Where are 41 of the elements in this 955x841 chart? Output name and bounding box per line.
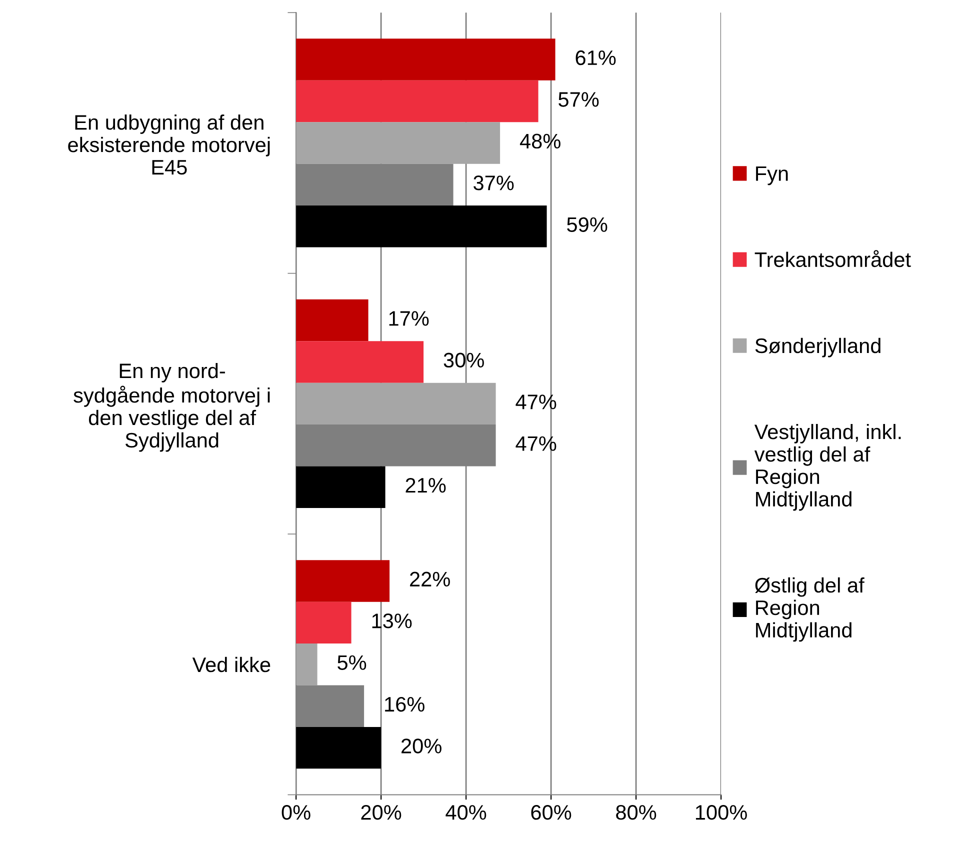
- legend-label: Vestjylland, inkl. vestlig del af Region Midtjylland: [754, 424, 901, 511]
- bar: [296, 299, 368, 342]
- data-label: 61%: [576, 50, 616, 66]
- legend-label: Østlig del af Region Midtjylland: [755, 577, 864, 642]
- data-label: 22%: [410, 572, 450, 586]
- bar: [296, 122, 500, 164]
- bar: [296, 466, 386, 508]
- data-label: 13%: [372, 614, 412, 628]
- data-label: 48%: [520, 134, 560, 149]
- data-label: 37%: [474, 176, 514, 190]
- legend-label: Trekantsområdet: [754, 250, 911, 268]
- bar: [296, 726, 382, 769]
- y-tick-label: En udbygning af den eksisterende motorvej E45: [68, 114, 270, 175]
- y-tick-label: Ved ikke: [192, 656, 270, 672]
- x-tick-label: 100%: [696, 805, 747, 820]
- bar: [296, 206, 547, 248]
- x-tick-label: 20%: [361, 805, 402, 820]
- bar: [296, 644, 318, 686]
- legend-label: Fyn: [756, 166, 788, 186]
- data-label: 30%: [444, 352, 484, 368]
- bar: [296, 80, 538, 122]
- data-label: 20%: [402, 738, 442, 754]
- data-label: 17%: [389, 311, 429, 326]
- bar: [296, 341, 424, 383]
- data-label: 21%: [406, 478, 446, 493]
- bar: [296, 382, 496, 425]
- x-tick-label: 40%: [446, 805, 486, 820]
- bar: [296, 602, 352, 644]
- bar: [296, 560, 390, 602]
- y-tick-label: En ny nord- sydgående motorvej i den vestlige del af Sydjylland: [74, 362, 270, 452]
- data-label: 16%: [385, 696, 424, 712]
- data-label: 47%: [516, 394, 556, 410]
- x-tick-label: 80%: [616, 805, 656, 820]
- x-tick-label: 0%: [282, 805, 310, 820]
- bar: [296, 38, 556, 80]
- legend-label: Sønderjylland: [755, 338, 880, 358]
- data-label: 5%: [338, 655, 366, 670]
- data-label: 59%: [567, 217, 608, 232]
- data-label: 47%: [516, 436, 556, 451]
- x-tick-label: 60%: [531, 805, 572, 820]
- data-label: 57%: [558, 92, 599, 107]
